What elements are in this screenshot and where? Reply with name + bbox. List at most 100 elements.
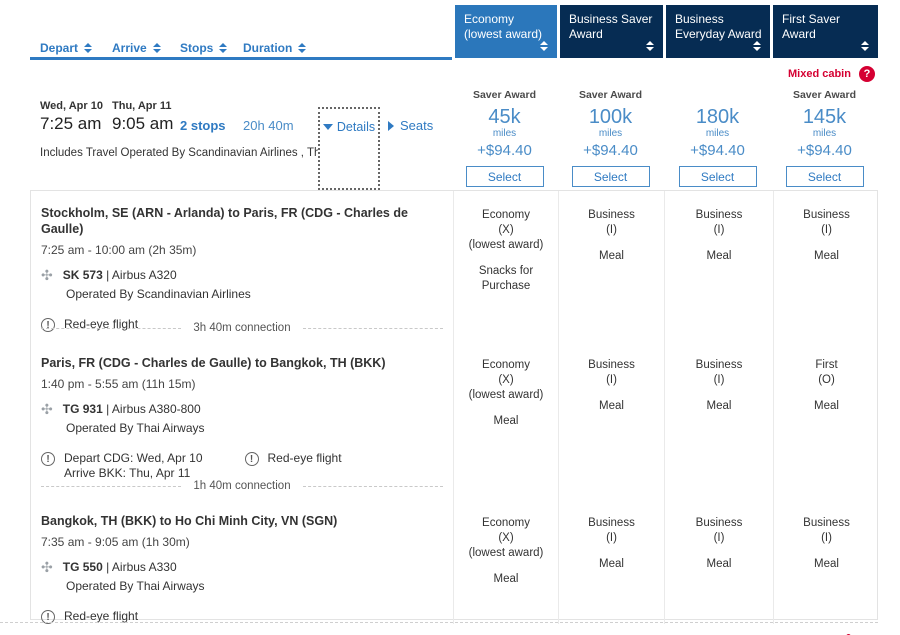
connection-duration: 1h 40m connection — [193, 480, 291, 492]
operated-by: Operated By Scandinavian Airlines — [66, 287, 251, 301]
segment-flight-line: ✣ SK 573 | Airbus A320 — [41, 268, 443, 282]
fare-header-first-saver-award[interactable]: First Saver Award — [773, 5, 878, 58]
miles-unit: miles — [705, 128, 730, 139]
depart-date: Wed, Apr 10 — [40, 100, 103, 112]
divider — [41, 485, 182, 487]
meal-service: Meal — [814, 250, 839, 262]
segment-flight-line: ✣ TG 550 | Airbus A330 — [41, 560, 443, 574]
arrive-time: 9:05 am — [112, 114, 174, 133]
sort-arrows-icon — [84, 43, 93, 53]
sort-arrows-icon — [753, 41, 761, 51]
aircraft-type: Airbus A320 — [111, 268, 177, 282]
alert-icon: ! — [244, 452, 259, 466]
price-cell-business-saver: Saver Award 100k miles +$94.40 Select — [558, 89, 663, 187]
red-eye-warning: ! Red-eye flight — [41, 609, 138, 624]
miles-unit: miles — [598, 128, 623, 139]
sort-header-duration[interactable]: Duration — [243, 41, 307, 55]
sort-header-depart[interactable]: Depart — [40, 41, 93, 55]
meal-service: Meal — [706, 558, 732, 570]
miles-unit: miles — [492, 128, 517, 139]
mixed-cabin-label: Mixed cabin — [788, 68, 851, 80]
red-eye-warning: ! Red-eye flight — [244, 451, 342, 481]
details-toggle-focus-box: Details — [318, 107, 380, 190]
sort-arrows-icon — [298, 43, 307, 53]
divider — [302, 327, 443, 329]
segment-flight-line: ✣ TG 931 | Airbus A380-800 — [41, 402, 443, 416]
row-divider — [0, 622, 878, 623]
segment-3-details: Bangkok, TH (BKK) to Ho Chi Minh City, V… — [31, 499, 453, 624]
segment-2-cabin-business-saver: Business (I) Meal — [558, 341, 664, 473]
taxes-fees-value: +$94.40 — [797, 142, 852, 159]
sort-header-arrive[interactable]: Arrive — [112, 41, 161, 55]
segment-route: Paris, FR (CDG - Charles de Gaulle) to B… — [41, 356, 386, 370]
select-button-economy[interactable]: Select — [465, 166, 544, 187]
segment-2-cabin-economy: Economy (X) (lowest award) Meal — [453, 341, 558, 473]
segment-2-cabin-first: First (O) Meal — [773, 341, 879, 473]
aircraft-type: Airbus A330 — [111, 560, 177, 574]
segment-1-cabin-business-saver: Business (I) Meal — [558, 191, 664, 315]
connection-2: 1h 40m connection — [31, 473, 453, 499]
segment-2-details: Paris, FR (CDG - Charles de Gaulle) to B… — [31, 341, 453, 480]
select-button-first-saver[interactable]: Select — [785, 166, 864, 187]
meal-service: Meal — [493, 415, 519, 427]
sort-arrows-icon — [152, 43, 161, 53]
segment-route: Bangkok, TH (BKK) to Ho Chi Minh City, V… — [41, 514, 338, 528]
meal-service: Meal — [599, 558, 624, 570]
segment-3-cabin-economy: Economy (X) (lowest award) Meal — [453, 499, 558, 624]
airline-alliance-icon: ✣ — [41, 559, 53, 575]
award-type-label: Saver Award — [792, 89, 857, 101]
taxes-fees-value: +$94.40 — [477, 142, 532, 159]
segment-3-cabin-business-everyday: Business (I) Meal — [664, 499, 773, 624]
stops-link[interactable]: 2 stops — [180, 118, 226, 133]
select-button-business-saver[interactable]: Select — [571, 166, 650, 187]
mixed-cabin-help-icon-clipped[interactable]: ? — [845, 630, 852, 635]
aircraft-type: Airbus A380-800 — [111, 402, 201, 416]
airline-alliance-icon: ✣ — [41, 267, 53, 283]
sort-arrows-icon — [861, 41, 869, 51]
seats-link[interactable]: Seats — [388, 118, 433, 133]
segment-times: 7:25 am - 10:00 am (2h 35m) — [41, 243, 197, 257]
flight-number: SK 573 — [62, 268, 103, 282]
fare-header-business-everyday-award[interactable]: Business Everyday Award — [666, 5, 770, 58]
meal-service: Meal — [599, 400, 624, 412]
operated-by: Operated By Thai Airways — [66, 421, 205, 435]
operated-by: Operated By Thai Airways — [66, 579, 205, 593]
award-type-label: Saver Award — [578, 89, 643, 101]
depart-summary: Wed, Apr 10 7:25 am — [40, 100, 103, 134]
alert-icon: ! — [41, 610, 55, 624]
chevron-down-icon — [322, 124, 333, 130]
taxes-fees-value: +$94.40 — [583, 142, 638, 159]
divider — [302, 485, 443, 487]
taxes-fees-value: +$94.40 — [690, 142, 745, 159]
select-button-business-everyday[interactable]: Select — [678, 166, 757, 187]
segment-times: 7:35 am - 9:05 am (1h 30m) — [41, 535, 190, 549]
miles-value: 45k — [488, 106, 521, 128]
alert-icon: ! — [41, 318, 55, 332]
fare-header-economy-lowest-award[interactable]: Economy (lowest award) — [455, 5, 557, 58]
sort-bar-underline — [30, 57, 452, 60]
award-type-label — [665, 89, 770, 104]
alert-icon: ! — [41, 452, 55, 466]
price-cell-first-saver: Saver Award 145k miles +$94.40 Select — [772, 89, 877, 187]
meal-service: Meal — [706, 400, 732, 412]
operated-by-note: Includes Travel Operated By Scandinavian… — [40, 147, 355, 159]
meal-service: Meal — [493, 573, 519, 585]
chevron-right-icon — [388, 120, 394, 131]
fare-header-business-saver-award[interactable]: Business Saver Award — [560, 5, 663, 58]
segment-3-cabin-first: Business (I) Meal — [773, 499, 879, 624]
mixed-cabin-indicator: Mixed cabin ? — [788, 66, 875, 82]
duration-value: 20h 40m — [243, 118, 294, 133]
meal-service: Snacks for Purchase — [478, 265, 534, 292]
sort-header-stops[interactable]: Stops — [180, 41, 228, 55]
meal-service: Meal — [814, 558, 839, 570]
connection-1: 3h 40m connection — [31, 315, 453, 341]
mixed-cabin-help-icon[interactable]: ? — [858, 66, 875, 82]
sort-arrows-icon — [646, 41, 654, 51]
segment-3-cabin-business-saver: Business (I) Meal — [558, 499, 664, 624]
price-cell-business-everyday: 180k miles +$94.40 Select — [665, 89, 770, 187]
details-toggle[interactable]: Details — [320, 120, 378, 134]
miles-value: 145k — [802, 106, 847, 128]
arrive-summary: Thu, Apr 11 9:05 am — [112, 100, 173, 134]
depart-time: 7:25 am — [40, 114, 102, 133]
